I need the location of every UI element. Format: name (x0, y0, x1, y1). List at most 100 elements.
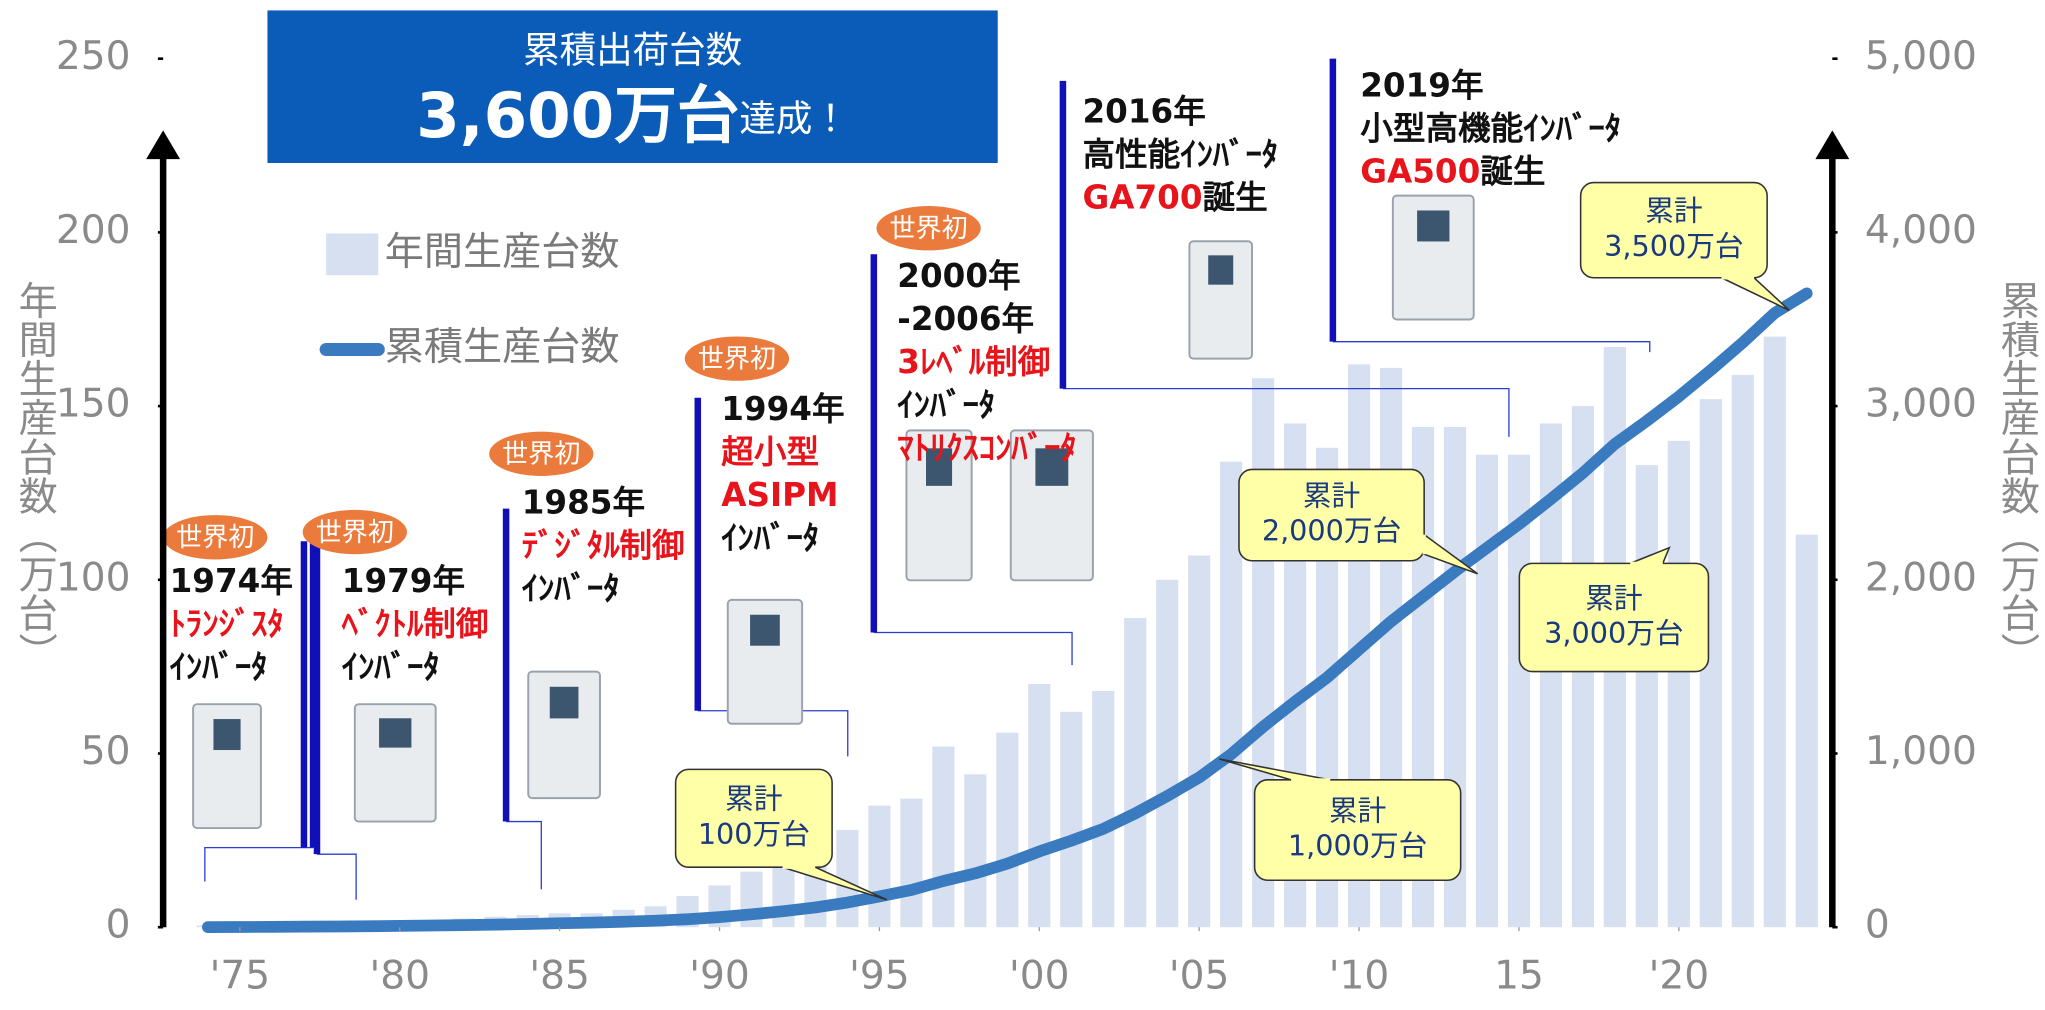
milestone-line: GA500誕生 (1360, 152, 1545, 190)
milestone-year: 2016年 (1082, 92, 1205, 130)
axis-arrow (1815, 130, 1850, 160)
y-tick-label: 200 (56, 208, 131, 253)
axis-arrow (146, 130, 181, 160)
bar (1220, 461, 1243, 928)
milestone-text: ﾏﾄﾘｸｽｺﾝﾊﾞｰﾀ (897, 429, 1076, 467)
title-suffix: 達成！ (739, 96, 849, 139)
bar (964, 774, 987, 928)
callout-pointer (1721, 276, 1790, 312)
x-tick-label: '90 (689, 954, 750, 999)
leader-line (1332, 341, 1651, 353)
legend-swatch (326, 233, 379, 276)
y-tick-label: 50 (81, 729, 131, 774)
bar (1475, 454, 1499, 928)
milestone-year: 1994年 (721, 390, 844, 428)
cumulative-line (202, 287, 1813, 933)
product-image (905, 429, 973, 582)
x-tick-label: '95 (849, 954, 910, 999)
badge (302, 509, 407, 555)
badge-label: 世界初 (502, 440, 580, 470)
badge-label: 世界初 (176, 523, 254, 553)
callout-text: 3,000万台 (1544, 616, 1683, 650)
legend-label: 累積生産台数 (385, 325, 620, 370)
milestone-line: 3ﾚﾍﾞﾙ制御 (897, 343, 1050, 381)
callout-box (1579, 181, 1768, 279)
y2-tick-label: 0 (1865, 903, 1890, 948)
title-main: 3,600万台達成！ (416, 79, 849, 152)
callout-text: 100万台 (698, 817, 810, 851)
callout-text: 累計 (1303, 479, 1360, 513)
milestone-year: 1974年 (170, 562, 293, 600)
product-panel (925, 448, 953, 486)
bar (1060, 711, 1083, 928)
callout-text: 3,500万台 (1604, 229, 1743, 263)
callout-text: 累計 (1585, 581, 1642, 615)
badge (163, 515, 268, 560)
bar (1699, 399, 1722, 928)
product-image (192, 703, 262, 830)
y-tick-label: 250 (56, 34, 131, 79)
milestone-text: 誕生 (1480, 152, 1545, 190)
product-panel (379, 718, 412, 748)
milestone-year: 2000年 (897, 257, 1020, 295)
milestone-year: 2019年 (1360, 66, 1483, 104)
legend-label: 年間生産台数 (385, 230, 620, 275)
badge (684, 336, 790, 381)
callout-box (1253, 779, 1462, 882)
callout-text: 累計 (1645, 194, 1702, 228)
leader-line (873, 631, 1073, 666)
product-panel (213, 719, 241, 751)
badge (876, 206, 981, 251)
bar (1539, 423, 1563, 928)
bar (1763, 336, 1786, 928)
foreground-layer: 世界初 1974年 ﾄﾗﾝｼﾞｽﾀ ｲﾝﾊﾞｰﾀ 世界初 1979年 ﾍﾞｸﾄﾙ制御 ｲﾝﾊﾞ… (163, 58, 1790, 901)
y2-tick-label: 1,000 (1865, 729, 1977, 774)
product-image (1391, 194, 1475, 321)
milestone-line: ｲﾝﾊﾞｰﾀ (897, 386, 995, 424)
bar (1156, 579, 1179, 928)
milestone-line: ｲﾝﾊﾞｰﾀ (342, 648, 440, 686)
callout-box (674, 768, 833, 868)
milestone-line: ASIPM (721, 476, 838, 514)
callout-text: 累計 (725, 782, 782, 816)
milestone-line: GA700誕生 (1082, 179, 1267, 217)
milestone-text: ｲﾝﾊﾞｰﾀ (721, 519, 819, 557)
y2-tick-label: 2,000 (1865, 555, 1977, 600)
bar (900, 798, 923, 928)
milestone-text: ASIPM (721, 476, 838, 514)
bar (1188, 555, 1211, 928)
title-line: 累積出荷台数 (523, 29, 742, 72)
x-tick-label: '20 (1649, 954, 1710, 999)
bar (932, 746, 955, 928)
badge (489, 431, 594, 476)
product-image (353, 703, 437, 823)
milestone-text: 3ﾚﾍﾞﾙ制御 (897, 343, 1050, 381)
milestone-line: ﾃﾞｼﾞﾀﾙ制御 (522, 527, 685, 565)
bar (1028, 684, 1051, 928)
bar (1795, 534, 1818, 928)
title-main-value: 3,600万台 (416, 79, 739, 152)
milestone-line: ﾍﾞｸﾄﾙ制御 (341, 605, 489, 643)
product-panel (1035, 448, 1069, 486)
leader-line (1062, 387, 1510, 437)
product-image (1009, 429, 1094, 582)
product-panel (1208, 255, 1234, 285)
milestone-line: ｲﾝﾊﾞｰﾀ (721, 519, 819, 557)
product-image (527, 670, 601, 800)
milestone-line: ｲﾝﾊﾞｰﾀ (522, 570, 620, 608)
y-tick-label: 0 (106, 903, 131, 948)
milestone-text: 誕生 (1203, 179, 1268, 217)
leader-line (506, 820, 542, 890)
milestone-line: ｲﾝﾊﾞｰﾀ (170, 648, 268, 686)
y2-tick-label: 3,000 (1865, 382, 1977, 427)
leader-line (316, 853, 357, 900)
bar (1667, 440, 1690, 928)
milestone-text: 小型高機能ｲﾝﾊﾞｰﾀ (1360, 109, 1621, 147)
callout-text: 2,000万台 (1262, 514, 1401, 548)
product-panel (1417, 210, 1450, 242)
x-tick-label: '10 (1329, 954, 1390, 999)
bar (996, 732, 1019, 928)
milestone-text: ｲﾝﾊﾞｰﾀ (522, 570, 620, 608)
